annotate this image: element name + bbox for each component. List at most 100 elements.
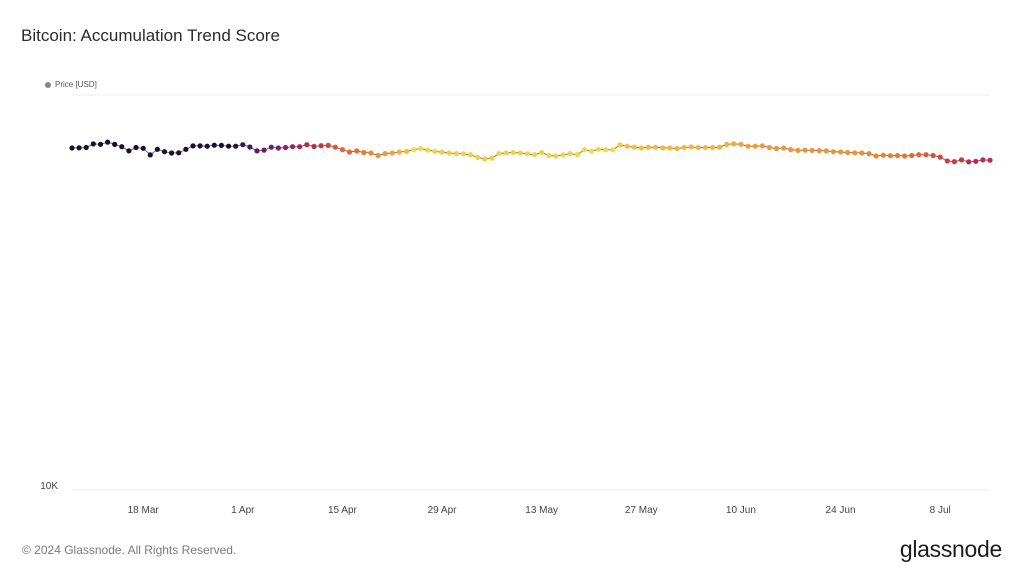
data-point[interactable]	[354, 148, 360, 154]
data-point[interactable]	[823, 148, 829, 154]
data-point[interactable]	[788, 147, 794, 153]
data-point[interactable]	[688, 144, 694, 150]
data-point[interactable]	[204, 143, 210, 149]
data-point[interactable]	[446, 150, 452, 156]
data-point[interactable]	[539, 149, 545, 156]
data-point[interactable]	[617, 142, 623, 148]
data-point[interactable]	[396, 149, 402, 155]
data-point[interactable]	[887, 153, 894, 159]
data-point[interactable]	[645, 144, 652, 150]
data-point[interactable]	[916, 152, 922, 158]
data-point[interactable]	[681, 144, 687, 151]
data-point[interactable]	[482, 156, 488, 162]
data-point[interactable]	[133, 144, 139, 151]
data-point[interactable]	[532, 152, 538, 158]
data-point[interactable]	[674, 145, 680, 152]
data-point[interactable]	[816, 148, 822, 154]
data-point[interactable]	[724, 141, 730, 147]
data-point[interactable]	[795, 147, 801, 153]
data-point[interactable]	[432, 148, 438, 154]
data-point[interactable]	[830, 149, 837, 155]
data-point[interactable]	[773, 145, 780, 152]
data-point[interactable]	[439, 149, 445, 155]
data-point[interactable]	[76, 145, 82, 151]
data-point[interactable]	[161, 149, 168, 155]
data-point[interactable]	[154, 146, 160, 152]
data-point[interactable]	[346, 149, 353, 155]
data-point[interactable]	[958, 157, 965, 163]
data-point[interactable]	[119, 144, 125, 150]
price-points[interactable]	[69, 139, 993, 165]
data-point[interactable]	[425, 147, 431, 153]
data-point[interactable]	[738, 141, 744, 147]
data-point[interactable]	[567, 151, 573, 157]
data-point[interactable]	[375, 152, 381, 159]
data-point[interactable]	[169, 150, 175, 156]
data-point[interactable]	[574, 152, 580, 158]
data-point[interactable]	[838, 149, 844, 155]
data-point[interactable]	[973, 158, 979, 164]
data-point[interactable]	[339, 147, 345, 153]
data-point[interactable]	[496, 151, 502, 157]
data-point[interactable]	[190, 143, 196, 149]
data-point[interactable]	[930, 152, 936, 159]
data-point[interactable]	[809, 147, 815, 153]
data-point[interactable]	[667, 145, 673, 151]
data-point[interactable]	[759, 143, 765, 149]
data-point[interactable]	[503, 150, 509, 156]
data-point[interactable]	[660, 145, 666, 151]
data-point[interactable]	[261, 147, 267, 153]
data-point[interactable]	[97, 141, 104, 147]
data-point[interactable]	[90, 141, 96, 147]
data-point[interactable]	[944, 158, 950, 164]
data-point[interactable]	[581, 147, 588, 153]
data-point[interactable]	[332, 144, 338, 150]
data-point[interactable]	[475, 154, 481, 160]
data-point[interactable]	[866, 151, 872, 157]
data-point[interactable]	[240, 142, 246, 148]
data-point[interactable]	[311, 143, 317, 150]
data-point[interactable]	[766, 144, 773, 151]
data-point[interactable]	[966, 159, 972, 165]
data-point[interactable]	[183, 146, 189, 152]
data-point[interactable]	[596, 146, 602, 152]
data-point[interactable]	[247, 144, 253, 150]
data-point[interactable]	[695, 144, 701, 151]
data-point[interactable]	[781, 145, 787, 151]
data-point[interactable]	[880, 152, 886, 158]
data-point[interactable]	[517, 150, 523, 156]
data-point[interactable]	[951, 159, 958, 165]
data-point[interactable]	[268, 144, 274, 150]
data-point[interactable]	[275, 145, 281, 151]
data-point[interactable]	[467, 152, 474, 158]
data-point[interactable]	[304, 142, 310, 148]
data-point[interactable]	[389, 150, 395, 156]
data-point[interactable]	[624, 143, 630, 149]
data-point[interactable]	[105, 139, 111, 145]
data-point[interactable]	[610, 147, 616, 153]
data-point[interactable]	[489, 155, 495, 161]
data-point[interactable]	[553, 153, 559, 159]
data-point[interactable]	[524, 151, 531, 157]
data-point[interactable]	[211, 142, 217, 148]
data-point[interactable]	[147, 152, 153, 158]
data-point[interactable]	[83, 144, 89, 151]
data-point[interactable]	[937, 154, 943, 160]
data-point[interactable]	[638, 145, 644, 151]
data-point[interactable]	[318, 143, 324, 149]
data-point[interactable]	[460, 151, 466, 157]
data-point[interactable]	[802, 147, 808, 153]
data-point[interactable]	[361, 149, 367, 156]
data-point[interactable]	[987, 157, 993, 163]
data-point[interactable]	[588, 148, 595, 154]
data-point[interactable]	[709, 144, 716, 151]
data-point[interactable]	[894, 152, 901, 159]
data-point[interactable]	[980, 157, 986, 163]
data-point[interactable]	[859, 150, 865, 156]
data-point[interactable]	[218, 142, 224, 148]
data-point[interactable]	[873, 153, 879, 159]
data-point[interactable]	[403, 148, 410, 154]
data-point[interactable]	[652, 144, 659, 150]
data-point[interactable]	[176, 150, 182, 156]
